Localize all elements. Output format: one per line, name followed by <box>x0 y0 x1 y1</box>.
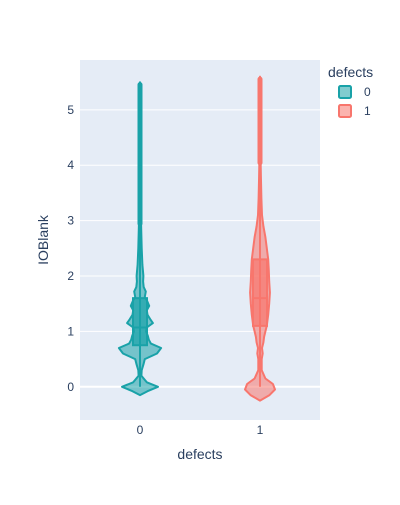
y-tick-label: 5 <box>67 103 74 117</box>
box-0 <box>132 297 148 347</box>
x-tick-label: 0 <box>137 423 144 437</box>
legend-label-1: 1 <box>364 104 371 118</box>
violins <box>117 75 276 402</box>
legend: defects 0 1 <box>328 64 373 118</box>
legend-label-0: 0 <box>364 85 371 99</box>
box-1 <box>252 258 268 327</box>
outliers-0 <box>137 82 143 227</box>
y-tick-label: 1 <box>67 324 74 338</box>
y-tick-label: 3 <box>67 214 74 228</box>
grid-lines <box>80 109 320 388</box>
y-tick-labels: 0 1 2 3 4 5 <box>67 103 74 394</box>
legend-title: defects <box>328 64 373 80</box>
y-tick-label: 2 <box>67 269 74 283</box>
plot-background <box>80 60 320 420</box>
y-axis-title: IOBlank <box>35 214 51 265</box>
outliers-1 <box>257 76 263 166</box>
legend-swatch-0 <box>338 85 352 99</box>
y-tick-label: 4 <box>67 158 74 172</box>
x-tick-label: 1 <box>257 423 264 437</box>
x-axis-title: defects <box>177 446 222 462</box>
legend-swatch-1 <box>338 104 352 118</box>
y-tick-label: 0 <box>67 380 74 394</box>
